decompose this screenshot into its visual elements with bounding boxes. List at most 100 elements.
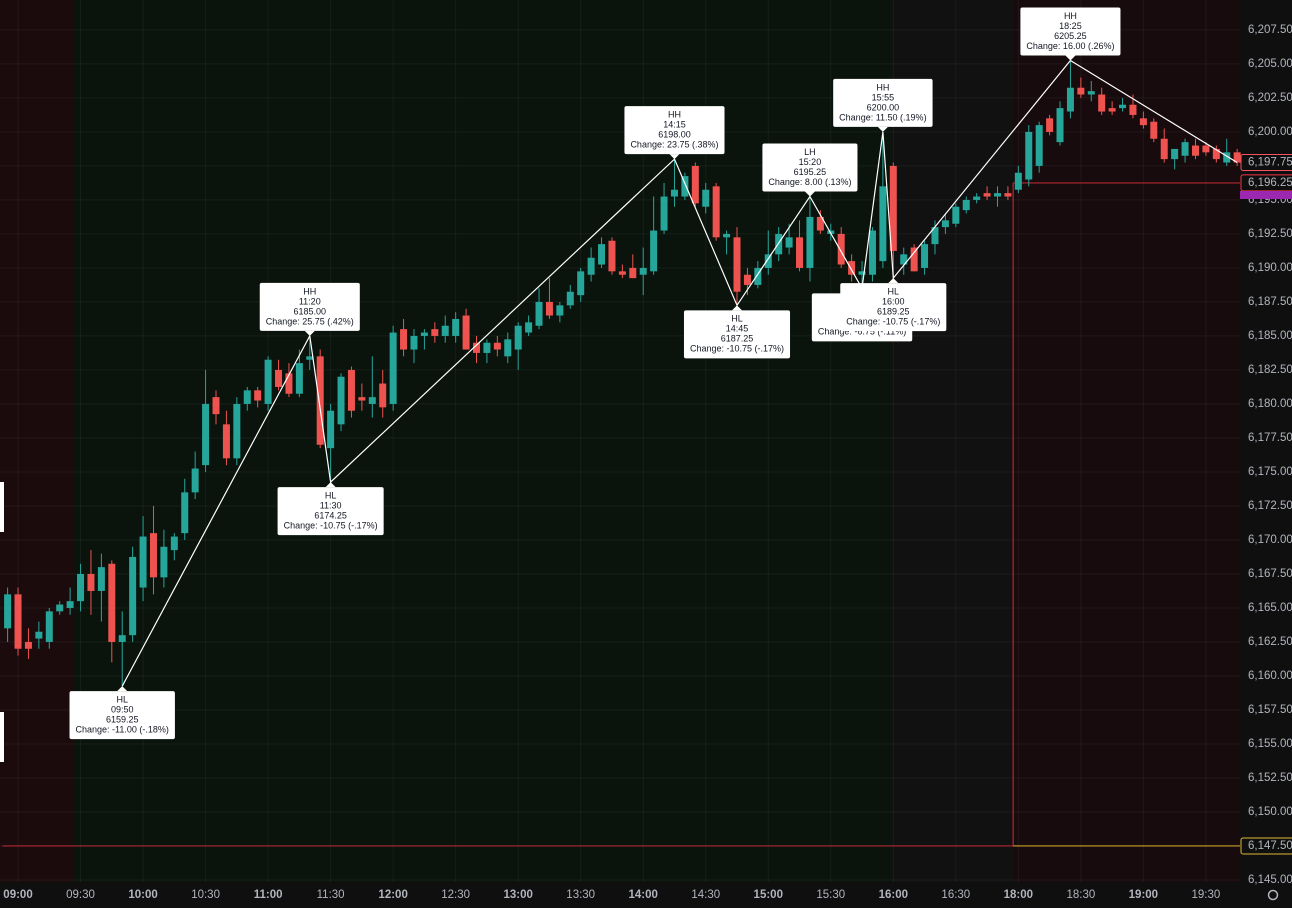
price-tag-label: 6,196.25: [1248, 177, 1292, 189]
candle-body: [889, 165, 897, 251]
candle-body: [1233, 152, 1241, 163]
candle-body: [910, 247, 918, 272]
candle-body: [452, 318, 460, 336]
candle-body: [941, 220, 949, 228]
candle-body: [1171, 148, 1179, 160]
candle-body: [556, 305, 564, 316]
price-tag-label: 6,197.75: [1248, 157, 1292, 169]
candle-body: [191, 468, 199, 493]
x-tick-label: 11:30: [317, 889, 345, 901]
x-tick-label: 16:00: [879, 889, 908, 901]
candle-body: [410, 335, 418, 350]
candle-body: [4, 594, 12, 629]
candle-body: [806, 216, 814, 268]
candle-body: [629, 267, 637, 279]
candle-body: [983, 193, 991, 197]
x-tick-label: 18:30: [1066, 889, 1095, 901]
x-tick-label: 16:30: [941, 889, 970, 901]
y-tick-label: 6,200.00: [1248, 126, 1292, 138]
candle-body: [670, 189, 678, 197]
x-tick-label: 13:30: [566, 889, 595, 901]
x-tick-label: 13:00: [503, 889, 532, 901]
pivot-pointer: [304, 330, 315, 336]
x-tick-label: 09:00: [3, 889, 32, 901]
candle-body: [785, 237, 793, 248]
candle-body: [1150, 121, 1158, 139]
candle-body: [254, 390, 262, 401]
price-tag: [1240, 191, 1292, 199]
pivot-text: Change: 23.75 (.38%): [630, 140, 718, 150]
candle-body: [285, 373, 293, 394]
y-tick-label: 6,182.50: [1248, 364, 1292, 376]
candle-body: [358, 397, 366, 401]
y-tick-label: 6,145.00: [1248, 874, 1292, 886]
pivot-box: [833, 78, 933, 127]
y-tick-label: 6,165.00: [1248, 602, 1292, 614]
candle-body: [202, 403, 210, 466]
y-tick-label: 6,202.50: [1248, 92, 1292, 104]
pivot-text: Change: -10.75 (-.17%): [284, 521, 378, 531]
pivot-pointer: [888, 278, 899, 284]
candle-body: [796, 237, 804, 268]
pivot-text: 6198.00: [658, 130, 691, 140]
candle-body: [1087, 91, 1095, 95]
pivot-text: 11:20: [299, 296, 321, 306]
pivot-text: 6187.25: [721, 334, 754, 344]
candle-body: [181, 492, 189, 534]
pivot-text: 6205.25: [1054, 31, 1087, 41]
x-tick-label: 11:00: [254, 889, 283, 901]
candle-body: [97, 567, 105, 591]
y-tick-label: 6,170.00: [1248, 534, 1292, 546]
candle-body: [87, 573, 95, 591]
candle-body: [473, 342, 480, 353]
y-tick-label: 6,205.00: [1248, 58, 1292, 70]
clipped-label: [0, 712, 4, 762]
candle-body: [149, 533, 157, 578]
pivot-text: Change: 11.50 (.19%): [839, 112, 926, 122]
x-tick-label: 18:00: [1004, 889, 1033, 901]
pivot-pointer: [1065, 55, 1076, 61]
candle-body: [660, 196, 668, 231]
pivot-text: HL: [116, 695, 128, 705]
candle-body: [952, 206, 960, 224]
candle-body: [1223, 152, 1231, 163]
x-tick-label: 19:30: [1192, 889, 1221, 901]
pivot-box: [840, 283, 947, 332]
candle-body: [233, 403, 241, 459]
pivot-text: 6195.25: [794, 167, 827, 177]
y-tick-label: 6,162.50: [1248, 636, 1292, 648]
pivot-text: Change: 16.00 (.26%): [1026, 41, 1114, 51]
pivot-box: [762, 143, 858, 192]
candle-body: [1191, 145, 1199, 156]
candle-body: [1160, 138, 1168, 160]
settings-icon[interactable]: [1267, 889, 1279, 901]
pivot-text: 18:25: [1059, 21, 1082, 31]
candle-body: [848, 261, 856, 275]
candle-body: [514, 325, 522, 350]
candle-body: [347, 369, 355, 411]
pivot-box: [69, 691, 175, 740]
candle-body: [525, 322, 533, 333]
session-bg: [73, 0, 891, 882]
pivot-text: Change: 8.00 (.13%): [768, 177, 851, 187]
candle-body: [733, 237, 741, 292]
candle-body: [587, 257, 595, 275]
price-tag: [1240, 154, 1292, 172]
pivot-box: [683, 310, 791, 359]
candle-body: [66, 601, 74, 608]
candle-body: [306, 356, 314, 360]
candle-body: [994, 193, 1001, 197]
candle-body: [681, 176, 689, 197]
price-tag: [1240, 174, 1292, 192]
candle-body: [368, 397, 376, 404]
pivot-text: 15:55: [872, 92, 895, 102]
pivot-text: Change: -11.00 (-.18%): [76, 725, 169, 735]
pivot-text: 14:15: [663, 120, 686, 130]
candle-body: [389, 332, 397, 404]
y-tick-label: 6,157.50: [1248, 704, 1292, 716]
candle-body: [160, 546, 168, 578]
